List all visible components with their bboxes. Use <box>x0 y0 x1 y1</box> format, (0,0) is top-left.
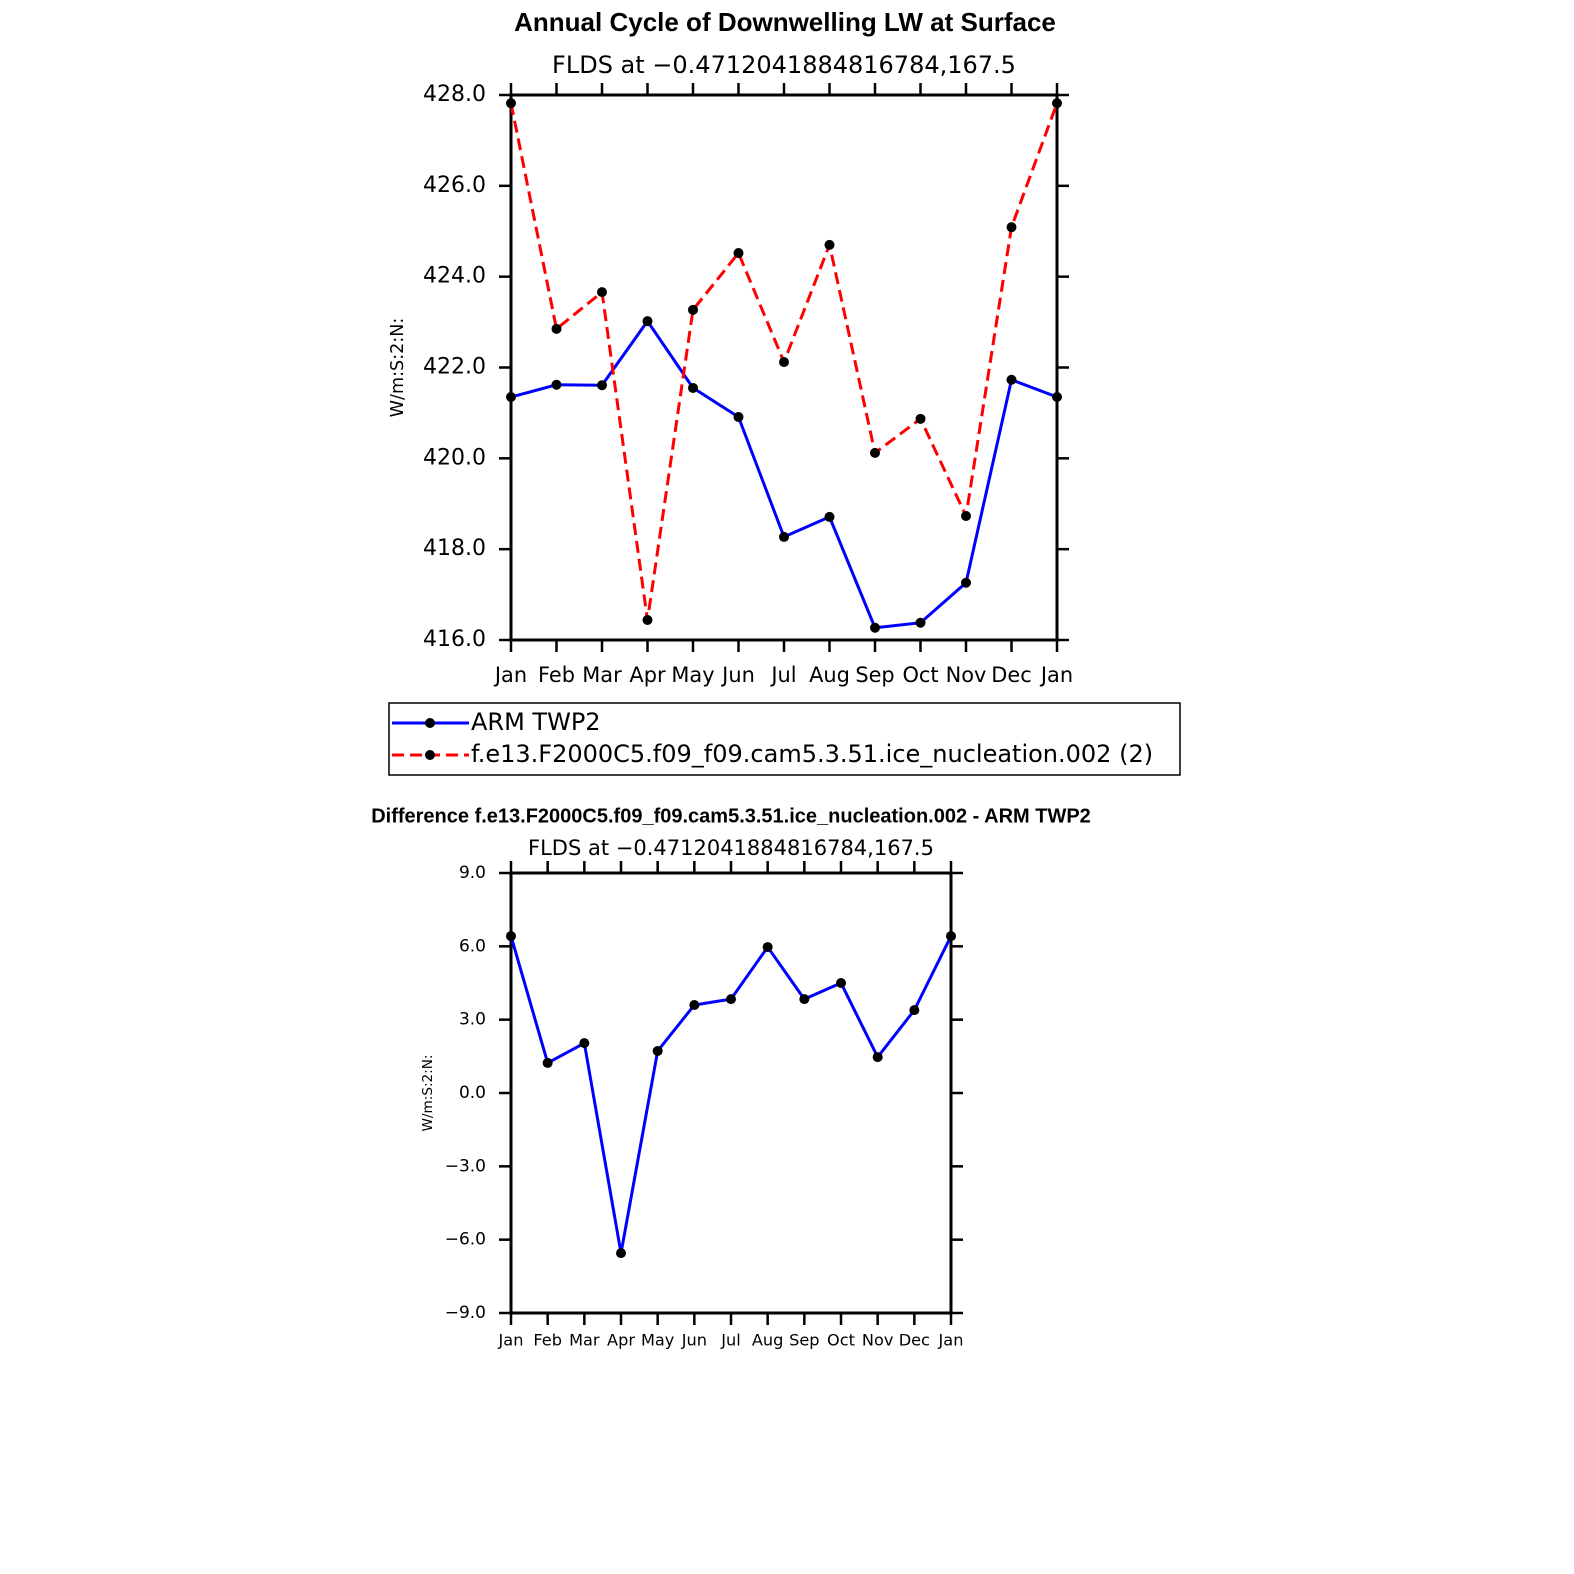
x-tick-label: Mar <box>582 663 622 687</box>
y-axis-label: W/m:S:2:N: <box>388 318 408 418</box>
data-point <box>836 978 846 988</box>
data-point <box>506 392 516 403</box>
data-point <box>915 617 926 628</box>
legend-label: ARM TWP2 <box>471 708 601 736</box>
data-point <box>961 577 971 588</box>
data-point <box>946 931 956 942</box>
y-tick-label: 9.0 <box>459 863 486 883</box>
x-tick-label: Apr <box>629 663 666 687</box>
data-point <box>579 1038 590 1049</box>
x-tick-label: Apr <box>607 1331 635 1350</box>
y-tick-label: 3.0 <box>459 1010 486 1030</box>
data-point <box>642 615 653 626</box>
x-tick-label: Sep <box>789 1331 819 1350</box>
y-tick-label: 6.0 <box>459 936 486 956</box>
legend-marker <box>425 750 435 760</box>
data-point <box>779 531 789 542</box>
x-tick-label: May <box>671 663 714 687</box>
data-point <box>915 413 926 424</box>
y-tick-label: 0.0 <box>459 1083 486 1103</box>
y-tick-label: 420.0 <box>423 445 486 470</box>
y-tick-label: 422.0 <box>423 355 486 380</box>
chart-subtitle: FLDS at −0.4712041884816784,167.5 <box>552 51 1016 79</box>
data-point <box>597 287 607 298</box>
y-tick-label: 426.0 <box>423 173 486 198</box>
x-tick-label: Feb <box>533 1331 562 1350</box>
data-point <box>799 994 810 1005</box>
chart-subtitle: FLDS at −0.4712041884816784,167.5 <box>528 836 934 860</box>
data-point <box>779 357 789 368</box>
data-point <box>689 1000 700 1010</box>
data-point <box>762 942 773 953</box>
x-tick-label: Mar <box>569 1331 600 1350</box>
y-tick-label: −6.0 <box>445 1230 486 1250</box>
data-point <box>506 98 516 109</box>
x-tick-label: Jul <box>769 663 796 687</box>
chart-title: Difference f.e13.F2000C5.f09_f09.cam5.3.… <box>371 805 1091 827</box>
y-tick-label: −3.0 <box>445 1156 486 1176</box>
data-point <box>870 622 880 633</box>
data-point <box>872 1052 883 1063</box>
data-point <box>1052 392 1062 403</box>
data-point <box>506 931 516 942</box>
data-point <box>652 1045 663 1056</box>
plot-frame <box>509 871 953 1315</box>
y-tick-label: 424.0 <box>423 264 486 289</box>
series-line <box>509 935 953 1254</box>
x-tick-label: Jan <box>938 1331 964 1350</box>
x-tick-label: Dec <box>899 1331 930 1350</box>
x-tick-label: Jul <box>720 1331 740 1350</box>
y-axis-label: W/m:S:2:N: <box>420 1054 436 1131</box>
x-tick-label: Dec <box>991 663 1031 687</box>
series-line <box>510 318 1058 630</box>
x-tick-label: Nov <box>946 663 987 687</box>
x-tick-label: Jun <box>720 663 755 687</box>
x-tick-label: Jan <box>493 663 527 687</box>
data-point <box>1052 98 1062 109</box>
data-point <box>616 1248 626 1259</box>
x-tick-label: Jan <box>1039 663 1073 687</box>
chart-title: Annual Cycle of Downwelling LW at Surfac… <box>514 7 1056 37</box>
data-point <box>688 304 698 315</box>
legend-label: f.e13.F2000C5.f09_f09.cam5.3.51.ice_nucl… <box>471 740 1153 768</box>
data-point <box>551 323 562 334</box>
data-point <box>642 316 653 327</box>
data-point <box>1006 222 1017 233</box>
x-tick-label: Sep <box>855 663 894 687</box>
data-point <box>733 248 744 259</box>
legend-marker <box>425 718 435 728</box>
x-tick-label: Feb <box>538 663 575 687</box>
data-point <box>733 412 744 423</box>
plot-frame <box>509 93 1059 642</box>
x-tick-label: Jan <box>498 1331 524 1350</box>
data-point <box>726 994 736 1005</box>
y-tick-label: 416.0 <box>423 627 486 652</box>
x-tick-label: Aug <box>809 663 850 687</box>
data-point <box>542 1057 553 1068</box>
x-tick-label: Oct <box>902 663 938 687</box>
data-point <box>824 239 835 250</box>
x-tick-label: Oct <box>827 1331 855 1350</box>
data-point <box>909 1005 920 1016</box>
data-point <box>961 511 971 522</box>
x-tick-label: Aug <box>752 1331 784 1350</box>
data-point <box>824 511 835 522</box>
data-point <box>870 447 880 458</box>
data-point <box>1006 374 1017 385</box>
data-point <box>688 382 698 393</box>
x-tick-label: Nov <box>862 1331 894 1350</box>
y-tick-label: 428.0 <box>423 82 486 107</box>
x-tick-label: May <box>641 1331 675 1350</box>
data-point <box>551 379 562 390</box>
data-point <box>597 380 607 391</box>
y-tick-label: 418.0 <box>423 536 486 561</box>
legend-box <box>388 702 1181 776</box>
x-tick-label: Jun <box>681 1331 707 1350</box>
y-tick-label: −9.0 <box>445 1303 486 1323</box>
